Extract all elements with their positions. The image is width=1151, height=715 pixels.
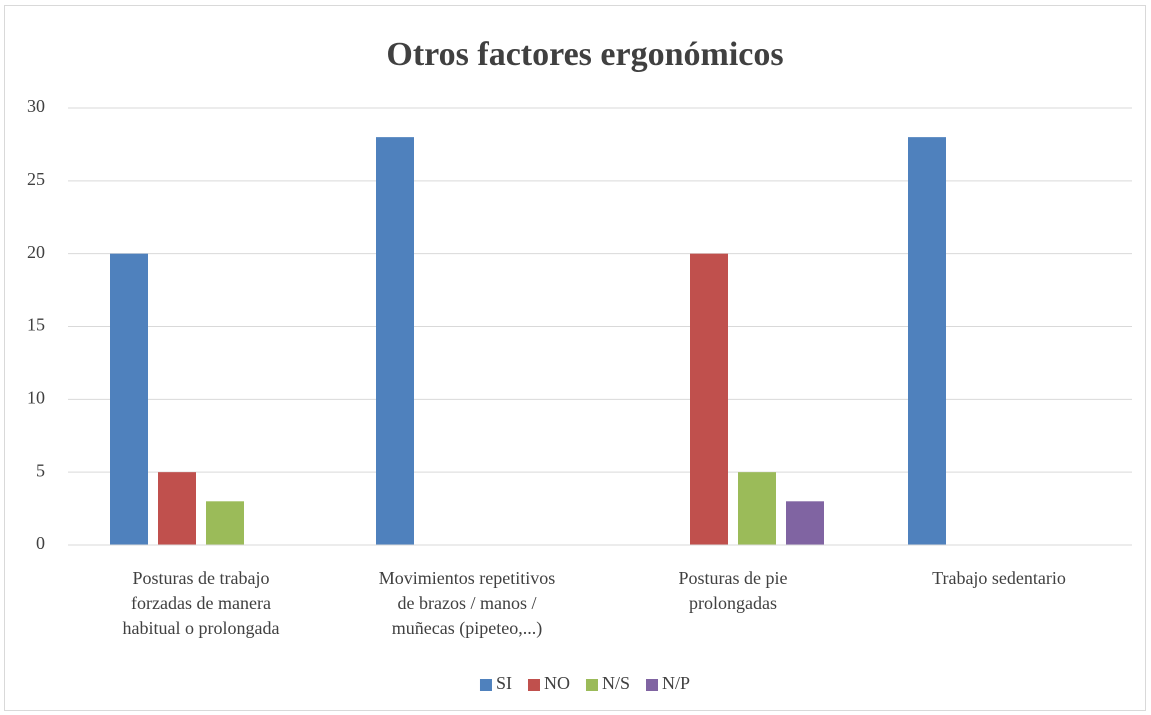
x-tick-label: Trabajo sedentario bbox=[932, 568, 1066, 588]
bar bbox=[690, 253, 728, 545]
y-tick-label: 20 bbox=[27, 242, 45, 262]
legend-label: N/S bbox=[602, 673, 630, 693]
legend-label: N/P bbox=[662, 673, 690, 693]
y-tick-label: 0 bbox=[36, 533, 45, 553]
chart-title: Otros factores ergonómicos bbox=[386, 36, 783, 73]
x-tick-label: Posturas de pie prolongadas bbox=[679, 568, 788, 613]
bar bbox=[786, 501, 824, 545]
legend-label: SI bbox=[496, 673, 512, 693]
bar bbox=[376, 137, 414, 545]
bar bbox=[158, 472, 196, 545]
y-tick-label: 10 bbox=[27, 387, 45, 407]
x-tick-label: Movimientos repetitivos de brazos / manos… bbox=[379, 568, 555, 639]
legend-swatch bbox=[585, 679, 598, 691]
y-tick-label: 30 bbox=[27, 96, 45, 116]
bar bbox=[110, 253, 148, 545]
legend-swatch bbox=[479, 679, 492, 691]
bar bbox=[738, 472, 776, 545]
bar bbox=[908, 137, 946, 545]
legend-swatch bbox=[527, 679, 540, 691]
legend-swatch bbox=[646, 679, 659, 691]
y-tick-label: 5 bbox=[36, 460, 45, 480]
legend-label: NO bbox=[544, 673, 570, 693]
chart-border bbox=[4, 5, 1146, 711]
y-tick-label: 15 bbox=[27, 315, 45, 335]
x-tick-label: Posturas de trabajo forzadas de manera hab… bbox=[123, 568, 280, 638]
y-tick-label: 25 bbox=[27, 169, 45, 189]
bar bbox=[206, 501, 244, 545]
